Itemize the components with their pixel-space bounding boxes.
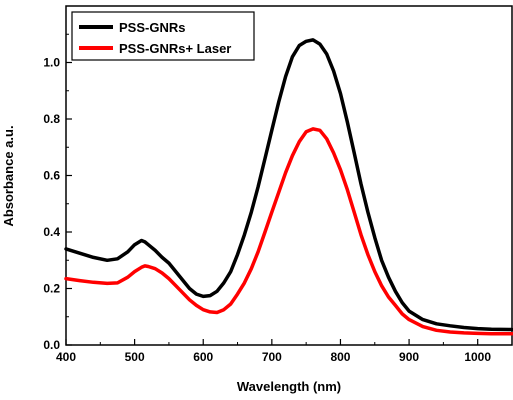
legend-label-2: PSS-GNRs+ Laser: [119, 41, 231, 56]
series-line-2: [64, 127, 513, 336]
y-tick-label: 0.8: [43, 112, 60, 126]
series-line-1: [64, 38, 513, 332]
x-tick-label: 800: [330, 350, 350, 364]
x-tick-label: 600: [193, 350, 213, 364]
y-tick-label: 1.0: [43, 56, 60, 70]
y-tick-label: 0.2: [43, 282, 60, 296]
x-tick-label: 1000: [464, 350, 491, 364]
series-layer: [64, 38, 513, 336]
y-axis-title: Absorbance a.u.: [1, 125, 16, 226]
x-tick-label: 700: [262, 350, 282, 364]
x-tick-label: 900: [399, 350, 419, 364]
legend: PSS-GNRs PSS-GNRs+ Laser: [71, 11, 255, 61]
x-tick-label: 500: [125, 350, 145, 364]
legend-box: [71, 11, 255, 61]
y-tick-label: 0.6: [43, 169, 60, 183]
axis-ticks: 400 500 600 700 800 900 1000 0.0 0.2 0.4 0.6 0.8 1.0: [43, 33, 491, 364]
y-tick-label: 0.0: [43, 338, 60, 352]
x-axis-title: Wavelength (nm): [237, 379, 341, 394]
x-tick-label: 400: [56, 350, 76, 364]
legend-label-1: PSS-GNRs: [119, 20, 185, 35]
y-tick-label: 0.4: [43, 225, 60, 239]
